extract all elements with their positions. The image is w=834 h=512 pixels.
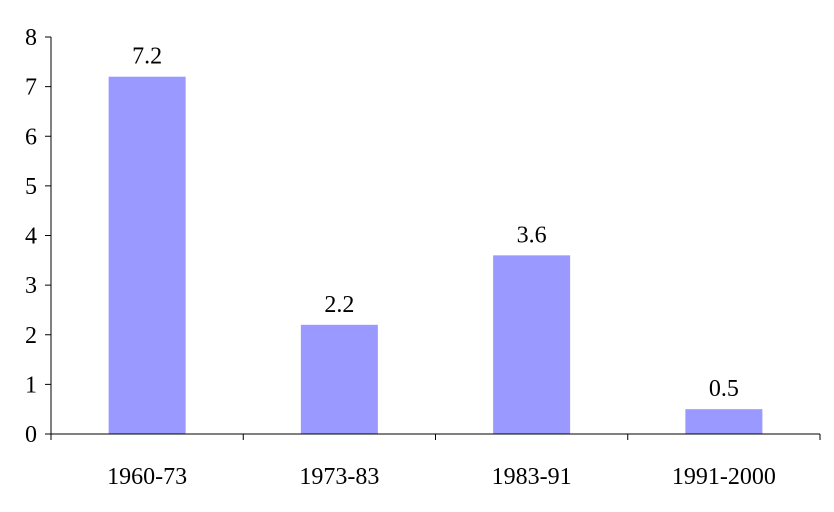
bar-1983-91 — [493, 255, 571, 434]
data-label-1973-83: 2.2 — [324, 292, 354, 318]
data-label-1991-2000: 0.5 — [709, 376, 739, 402]
y-tick-label: 2 — [25, 323, 37, 349]
y-tick-label: 7 — [25, 75, 37, 101]
x-category-label: 1991-2000 — [672, 464, 776, 490]
axes — [50, 37, 821, 440]
y-axis-ticks: 0 1 2 3 4 5 6 7 8 — [25, 25, 51, 448]
bars — [108, 76, 763, 434]
bar-1960-73 — [108, 76, 186, 434]
y-tick-label: 0 — [25, 422, 37, 448]
y-tick-label: 5 — [25, 174, 37, 200]
y-tick-label: 4 — [25, 224, 37, 250]
x-category-label: 1983-91 — [492, 464, 572, 490]
y-tick-label: 3 — [25, 273, 37, 299]
y-tick-label: 1 — [25, 372, 37, 398]
data-labels: 7.2 2.2 3.6 0.5 — [132, 44, 739, 402]
y-tick-label: 8 — [25, 25, 37, 51]
x-category-label: 1973-83 — [299, 464, 379, 490]
y-tick-label: 6 — [25, 124, 37, 150]
x-axis-labels: 1960-73 1973-83 1983-91 1991-2000 — [107, 464, 776, 490]
bar-1973-83 — [300, 324, 378, 434]
data-label-1960-73: 7.2 — [132, 44, 162, 70]
x-category-label: 1960-73 — [107, 464, 187, 490]
data-label-1983-91: 3.6 — [517, 222, 547, 248]
bar-1991-2000 — [685, 409, 763, 434]
